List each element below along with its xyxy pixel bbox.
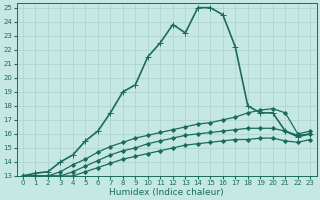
X-axis label: Humidex (Indice chaleur): Humidex (Indice chaleur) bbox=[109, 188, 224, 197]
